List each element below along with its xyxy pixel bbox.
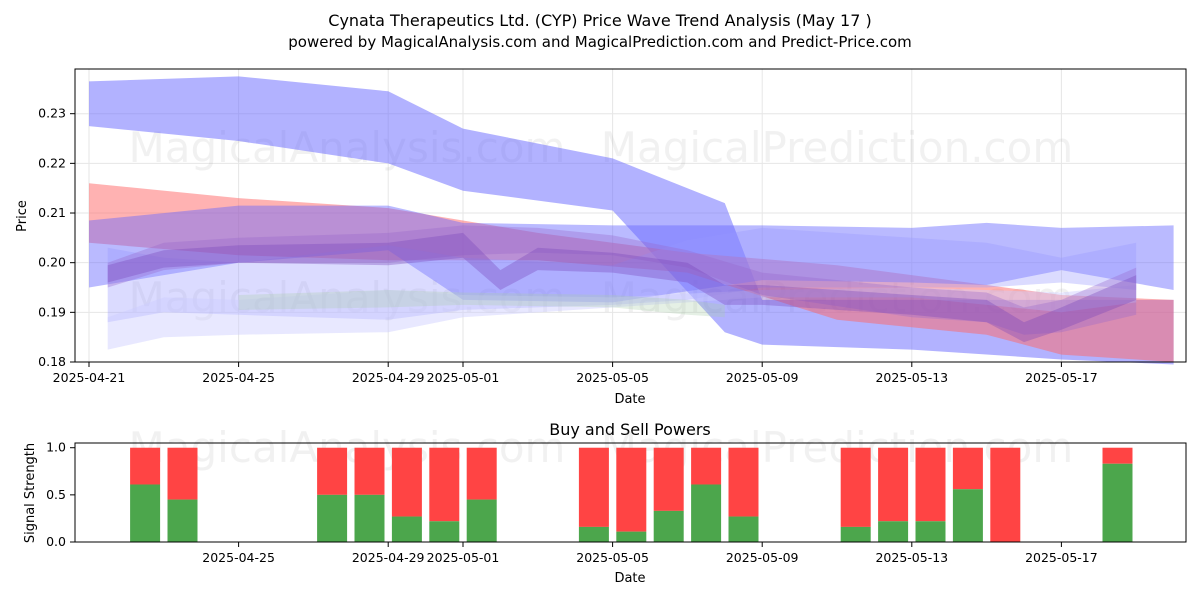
buy-bar: [466, 499, 497, 542]
sell-bar: [429, 447, 460, 522]
wave-band: [107, 285, 1137, 350]
wave-band: [238, 290, 725, 318]
chart-subtitle: powered by MagicalAnalysis.com and Magic…: [288, 33, 912, 51]
price-x-tick-label: 2025-05-09: [726, 370, 799, 385]
sell-bar: [578, 447, 609, 527]
price-x-tick-label: 2025-04-29: [352, 370, 425, 385]
sell-bar: [616, 447, 647, 532]
signal-x-tick-label: 2025-05-09: [726, 550, 799, 565]
buy-bar: [578, 526, 609, 542]
price-x-tick-label: 2025-04-25: [202, 370, 275, 385]
price-x-tick-label: 2025-05-13: [875, 370, 948, 385]
sell-bar: [990, 447, 1021, 542]
buy-bar: [354, 494, 385, 542]
price-x-tick-label: 2025-04-21: [53, 370, 126, 385]
buy-bar: [915, 521, 946, 542]
price-x-tick-label: 2025-05-17: [1025, 370, 1098, 385]
signal-plot-frame: [74, 442, 1187, 543]
signal-y-tick-label: 0.0: [46, 534, 66, 549]
wave-band: [89, 76, 1174, 365]
buy-bar: [429, 521, 460, 542]
signal-x-label: Date: [614, 571, 645, 586]
buy-bar: [391, 516, 422, 542]
sell-bar: [167, 447, 198, 500]
price-y-tick-label: 0.18: [38, 354, 66, 369]
watermark-right: MagicalPrediction.com: [601, 123, 1074, 172]
sell-bar: [317, 447, 348, 495]
buy-bar: [840, 526, 871, 542]
price-y-tick-label: 0.19: [38, 304, 66, 319]
sell-bar: [130, 447, 161, 485]
signal-x-tick-label: 2025-05-17: [1025, 550, 1098, 565]
wave-band: [107, 232, 1137, 343]
buy-bar: [691, 484, 722, 542]
price-y-tick-label: 0.20: [38, 255, 66, 270]
signal-x-tick-label: 2025-05-13: [875, 550, 948, 565]
chart-title: Cynata Therapeutics Ltd. (CYP) Price Wav…: [328, 11, 871, 30]
sell-bar: [840, 447, 871, 527]
buy-bar: [317, 494, 348, 542]
sell-bar: [878, 447, 909, 522]
signal-panel: Buy and Sell Powers MagicalAnalysis.com …: [23, 420, 1187, 586]
price-y-tick-label: 0.23: [38, 106, 66, 121]
buy-bar: [728, 516, 759, 542]
signal-x-tick-label: 2025-05-01: [427, 550, 500, 565]
signal-x-tick-label: 2025-05-05: [576, 550, 649, 565]
wave-band: [107, 227, 1137, 323]
wave-band: [107, 225, 1137, 335]
buy-bar: [167, 499, 198, 542]
sell-bar: [1102, 447, 1133, 464]
sell-bar: [728, 447, 759, 517]
sell-bar: [391, 447, 422, 517]
buy-bar: [653, 510, 684, 542]
price-y-tick-label: 0.22: [38, 155, 66, 170]
signal-x-tick-label: 2025-04-25: [202, 550, 275, 565]
price-plot-frame: [74, 68, 1187, 363]
signal-x-tick-label: 2025-04-29: [352, 550, 425, 565]
price-panel: MagicalAnalysis.com MagicalPrediction.co…: [15, 68, 1187, 407]
price-x-label: Date: [614, 392, 645, 407]
signal-y-tick-label: 1.0: [46, 440, 66, 455]
signal-title: Buy and Sell Powers: [549, 420, 711, 439]
sell-bar: [653, 447, 684, 511]
signal-y-label: Signal Strength: [23, 443, 38, 543]
sell-bar: [466, 447, 497, 500]
price-y-label: Price: [15, 200, 30, 232]
sell-bar: [915, 447, 946, 522]
signal-y-tick-label: 0.5: [46, 487, 66, 502]
buy-bar: [130, 484, 161, 542]
sell-bar: [354, 447, 385, 495]
buy-bar: [952, 489, 983, 542]
buy-bar: [616, 531, 647, 542]
price-x-tick-label: 2025-05-05: [576, 370, 649, 385]
sell-bar: [691, 447, 722, 485]
sell-bar: [952, 447, 983, 490]
price-x-tick-label: 2025-05-01: [427, 370, 500, 385]
watermark-left-lower: MagicalAnalysis.com: [129, 273, 566, 322]
wave-band: [89, 205, 1174, 303]
buy-bar: [878, 521, 909, 542]
buy-bar: [1102, 463, 1133, 542]
price-y-tick-label: 0.21: [38, 205, 66, 220]
wave-band: [89, 183, 1174, 362]
